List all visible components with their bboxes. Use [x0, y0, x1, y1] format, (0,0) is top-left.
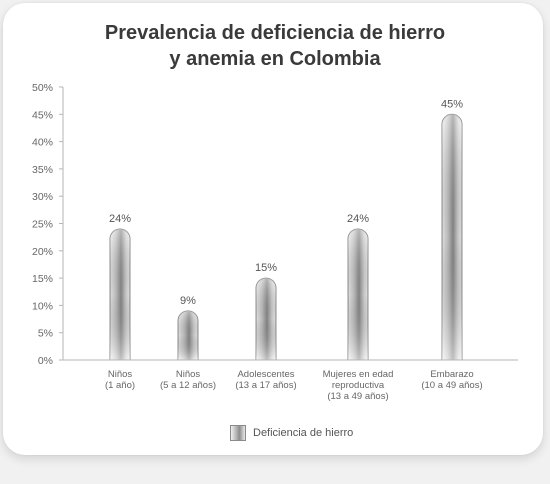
bar-value-label: 24% — [347, 213, 369, 225]
chart-title-line-2: y anemia en Colombia — [169, 48, 381, 70]
x-axis: Niños (1 año) Niños (5 a 12 años) Adolescent… — [63, 359, 518, 402]
y-tick-label: 5% — [38, 328, 53, 340]
y-tick-label: 40% — [32, 137, 53, 149]
legend-label: Deficiencia de hierro — [253, 427, 354, 439]
bars-group: 24% 9% 15% 24% 45% — [109, 98, 463, 361]
legend-swatch — [230, 425, 246, 441]
bar-value-label: 24% — [109, 213, 131, 225]
bar-shading — [442, 114, 462, 360]
y-tick-label: 10% — [32, 300, 53, 312]
y-tick-label: 0% — [38, 355, 53, 367]
y-tick-label: 30% — [32, 191, 53, 203]
y-tick-label: 15% — [32, 273, 53, 285]
legend: Deficiencia de hierro — [230, 424, 353, 442]
bar-shading — [348, 228, 368, 360]
x-category-label: Niños (5 a 12 años) — [160, 369, 216, 391]
chart-title: Prevalencia de deficiencia de hierro y a… — [0, 20, 550, 72]
x-category-label: Adolescentes (13 a 17 años) — [235, 369, 296, 391]
chart-title-line-1: Prevalencia de deficiencia de hierro — [104, 22, 446, 44]
x-category-label: Embarazo (10 a 49 años) — [421, 369, 482, 391]
bar-value-label: 9% — [180, 295, 196, 307]
x-category-label: Niños (1 año) — [105, 369, 135, 391]
y-tick-label: 50% — [32, 82, 53, 94]
bar-value-label: 45% — [441, 98, 463, 110]
y-tick-label: 20% — [32, 246, 53, 258]
y-tick-label: 45% — [32, 109, 53, 121]
y-tick-label: 25% — [32, 219, 53, 231]
bar-shading — [178, 310, 199, 360]
y-axis: 0% 5% 10% 15% 20% 25% 30% 35% 40% 45% 50% — [32, 82, 64, 367]
y-tick-label: 35% — [32, 164, 53, 176]
x-category-label: Mujeres en edad reproductiva (13 a 49 años… — [323, 369, 394, 402]
bar-shading — [110, 228, 130, 360]
bar-shading — [256, 278, 276, 360]
bar-value-label: 15% — [255, 262, 277, 274]
